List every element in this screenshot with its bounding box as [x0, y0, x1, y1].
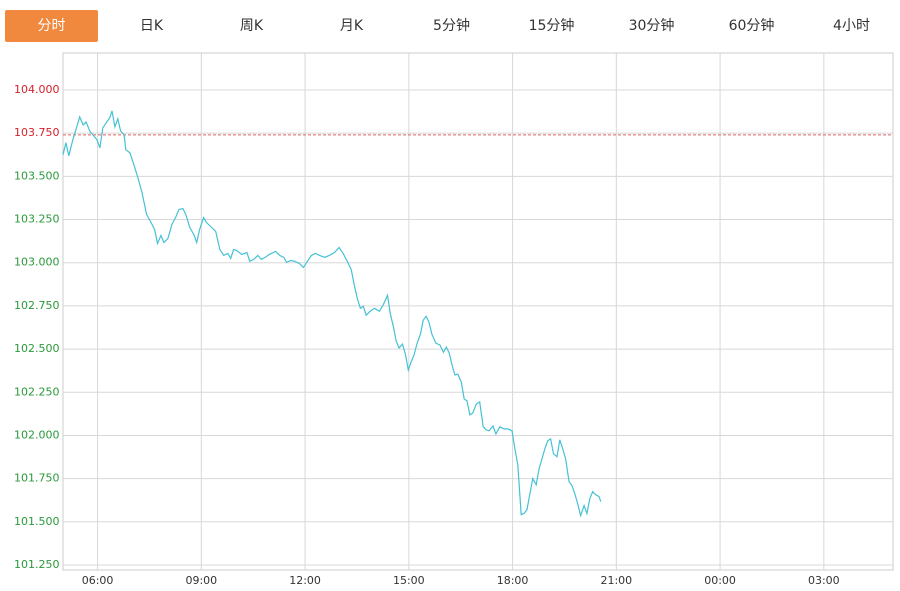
tab[interactable]: 月K [339, 18, 364, 34]
tab[interactable]: 60分钟 [728, 18, 775, 34]
tab[interactable]: 30分钟 [628, 18, 675, 34]
tab[interactable]: 周K [239, 18, 264, 34]
x-tick-label: 12:00 [289, 574, 321, 587]
tab[interactable]: 5分钟 [433, 18, 470, 34]
y-tick-label: 103.500 [14, 169, 60, 182]
y-tick-label: 101.750 [14, 472, 60, 485]
x-tick-label: 18:00 [497, 574, 529, 587]
x-tick-label: 15:00 [393, 574, 425, 587]
tab[interactable]: 日K [139, 18, 164, 34]
x-tick-label: 03:00 [808, 574, 840, 587]
y-tick-label: 102.750 [14, 299, 60, 312]
y-tick-label: 102.250 [14, 385, 60, 398]
y-tick-label: 102.000 [14, 428, 60, 441]
tab[interactable]: 分时 [5, 10, 98, 42]
tab-bar: 分时 日K 周K 月K 5分钟 15分钟 30分钟 60分钟 4小时 [0, 0, 900, 46]
tab[interactable]: 15分钟 [528, 18, 575, 34]
y-tick-label: 103.000 [14, 256, 60, 269]
y-tick-label: 101.500 [14, 515, 60, 528]
x-tick-label: 09:00 [185, 574, 217, 587]
plot-frame [62, 52, 894, 571]
y-tick-label: 103.250 [14, 213, 60, 226]
tab[interactable]: 4小时 [833, 18, 870, 34]
y-tick-label: 103.750 [14, 126, 60, 139]
x-tick-label: 06:00 [82, 574, 114, 587]
price-line [62, 110, 602, 518]
y-tick-label: 101.250 [14, 558, 60, 571]
x-tick-label: 21:00 [600, 574, 632, 587]
x-tick-label: 00:00 [704, 574, 736, 587]
y-tick-label: 102.500 [14, 342, 60, 355]
y-tick-label: 104.000 [14, 83, 60, 96]
